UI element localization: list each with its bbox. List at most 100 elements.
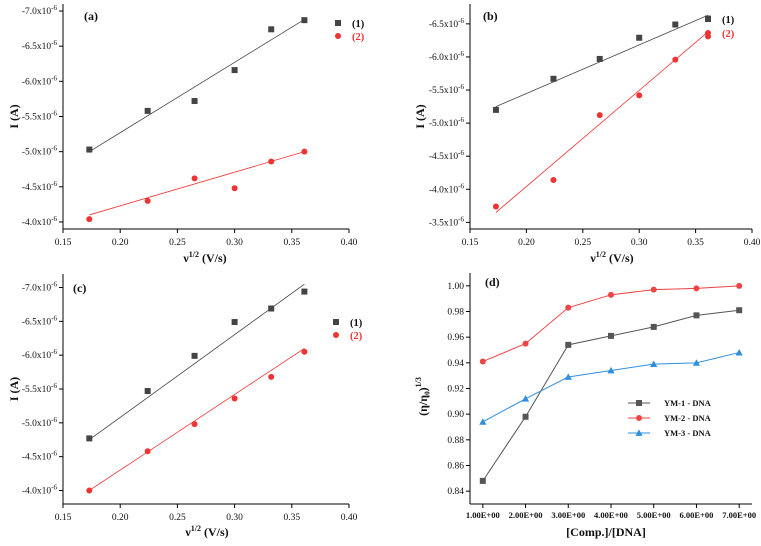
y-tick-label: -4.0x10-6 xyxy=(429,182,465,195)
x-tick-label: 0.20 xyxy=(112,513,129,523)
y-tick-label: 0.98 xyxy=(447,308,464,318)
x-tick-label: 0.15 xyxy=(462,238,479,248)
legend-marker xyxy=(635,429,643,436)
data-point xyxy=(564,373,572,380)
chart-panel-c: (c) -4.0x10-6 -4.5x10-6 -5.0x10-6 -5.5x10-6 -… xyxy=(7,274,363,539)
data-point xyxy=(550,75,557,82)
y-tick-label: -6.5x10-6 xyxy=(429,17,465,30)
data-point xyxy=(479,418,487,425)
y-tick-label: -6.5x10-6 xyxy=(22,39,58,52)
x-tick-label: 0.35 xyxy=(687,238,704,248)
data-point xyxy=(608,291,614,298)
x-tick-label: 1.00E+00 xyxy=(466,510,500,520)
x-tick-label: 0.40 xyxy=(341,513,358,523)
y-tick-label: -5.0x10-6 xyxy=(429,116,465,129)
x-tick-label: 0.35 xyxy=(283,238,300,248)
y-tick-label: 1.00 xyxy=(447,282,464,292)
data-point xyxy=(522,340,529,347)
y-tick-label: -5.0x10-6 xyxy=(22,145,58,158)
y-tick-label: -6.0x10-6 xyxy=(22,348,58,361)
y-tick-label: -7.0x10-6 xyxy=(22,4,58,17)
legend-marker xyxy=(636,400,642,406)
data-point xyxy=(231,67,238,74)
y-tick-label: 0.92 xyxy=(447,385,464,395)
chart-panel-d: (d) 0.84 0.86 0.88 0.90 0.92 0.94 0.96 0.98 1.00 1… xyxy=(414,273,756,539)
data-point xyxy=(231,319,238,326)
data-point xyxy=(521,395,530,402)
y-axis-label: I (A) xyxy=(7,377,21,401)
data-point xyxy=(231,185,238,192)
y-tick-label: 0.84 xyxy=(447,487,464,497)
data-point xyxy=(492,203,499,210)
fit-line-2 xyxy=(89,348,305,491)
legend-marker xyxy=(335,20,341,26)
x-tick-label: 4.00E+00 xyxy=(594,510,628,520)
data-point xyxy=(144,197,151,204)
x-tick-label: 0.40 xyxy=(744,238,761,248)
y-tick-label: -4.5x10-6 xyxy=(429,149,465,162)
x-tick-label: 0.30 xyxy=(226,513,243,523)
legend-label: (2) xyxy=(350,331,363,342)
data-point xyxy=(607,366,615,374)
x-tick-label: 0.15 xyxy=(55,513,72,523)
data-point xyxy=(144,448,151,455)
data-point xyxy=(522,413,529,420)
x-tick-label: 2.00E+00 xyxy=(509,510,543,520)
data-point xyxy=(736,282,743,289)
fit-line-1 xyxy=(89,19,305,152)
data-point xyxy=(550,177,557,184)
panel-label: (b) xyxy=(483,9,498,23)
legend-label: (2) xyxy=(352,32,365,43)
x-tick-label: 0.25 xyxy=(169,238,186,248)
data-point xyxy=(301,17,308,24)
x-tick-label: 7.00E+00 xyxy=(722,510,756,520)
y-tick-label: 0.88 xyxy=(447,436,464,446)
y-axis-label: (η/η₀)1/3 xyxy=(414,377,430,416)
data-point xyxy=(268,305,275,312)
legend-label: (1) xyxy=(350,318,363,329)
x-tick-label: 0.20 xyxy=(518,238,535,248)
data-point xyxy=(301,148,308,155)
data-point xyxy=(479,358,486,365)
y-tick-label: -4.0x10-6 xyxy=(22,483,58,496)
x-tick-label: 3.00E+00 xyxy=(551,510,585,520)
x-tick-label: 0.20 xyxy=(112,238,129,248)
data-point xyxy=(268,373,275,380)
data-point xyxy=(650,323,657,330)
data-point xyxy=(565,341,572,348)
y-axis-label: I (A) xyxy=(7,104,21,128)
y-tick-label: -7.0x10-6 xyxy=(22,281,58,294)
data-point xyxy=(650,360,658,367)
x-tick-label: 0.40 xyxy=(341,238,358,248)
data-point xyxy=(596,55,603,62)
y-tick-label: 0.90 xyxy=(447,410,464,420)
data-point xyxy=(268,26,275,33)
legend-marker xyxy=(333,319,339,325)
legend-label: YM-2 - DNA xyxy=(664,413,712,423)
y-tick-label: -4.5x10-6 xyxy=(22,450,58,463)
y-tick-label: -3.5x10-6 xyxy=(429,215,465,228)
y-tick-label: -4.0x10-6 xyxy=(22,215,58,228)
legend-label: (1) xyxy=(352,19,365,30)
data-point xyxy=(191,352,198,359)
y-tick-label: 0.86 xyxy=(447,462,464,472)
panel-label: (d) xyxy=(485,275,500,289)
legend-marker xyxy=(705,16,711,22)
data-point xyxy=(736,307,743,314)
y-tick-label: 0.96 xyxy=(447,333,464,343)
y-tick-label: -5.0x10-6 xyxy=(22,416,58,429)
data-point xyxy=(144,107,151,114)
y-tick-label: -5.5x10-6 xyxy=(429,83,465,96)
data-point xyxy=(86,435,93,442)
data-point xyxy=(191,98,198,105)
y-tick-label: -4.5x10-6 xyxy=(22,180,58,193)
x-axis-label: [Comp.]/[DNA] xyxy=(566,525,646,539)
x-tick-label: 6.00E+00 xyxy=(680,510,714,520)
data-point xyxy=(191,421,198,428)
x-axis-label: ν1/2 (V/s) xyxy=(184,524,228,539)
data-point xyxy=(636,92,643,99)
data-point xyxy=(650,286,657,293)
y-tick-label: 0.94 xyxy=(447,359,464,369)
legend-marker xyxy=(335,33,341,39)
